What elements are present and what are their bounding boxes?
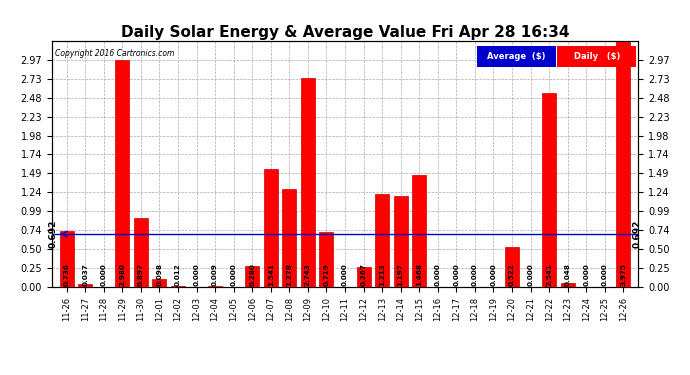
- Text: 2.541: 2.541: [546, 263, 552, 286]
- Bar: [245, 266, 259, 287]
- Text: 0.000: 0.000: [583, 263, 589, 286]
- Title: Daily Solar Energy & Average Value Fri Apr 28 16:34: Daily Solar Energy & Average Value Fri A…: [121, 25, 569, 40]
- Bar: [375, 194, 389, 287]
- Text: 0.000: 0.000: [101, 263, 107, 286]
- Text: 0.009: 0.009: [212, 263, 218, 286]
- Text: 0.000: 0.000: [528, 263, 533, 286]
- Text: 1.213: 1.213: [379, 263, 385, 286]
- Bar: [264, 170, 277, 287]
- Bar: [171, 286, 185, 287]
- Text: 0.522: 0.522: [509, 263, 515, 286]
- Text: Average  ($): Average ($): [487, 52, 546, 61]
- FancyBboxPatch shape: [558, 46, 636, 67]
- Bar: [542, 93, 556, 287]
- Text: 0.000: 0.000: [472, 263, 478, 286]
- Text: Copyright 2016 Cartronics.com: Copyright 2016 Cartronics.com: [55, 49, 174, 58]
- Text: 0.000: 0.000: [193, 263, 199, 286]
- Text: 0.897: 0.897: [138, 263, 144, 286]
- Text: 0.000: 0.000: [453, 263, 460, 286]
- Text: 0.692: 0.692: [633, 220, 642, 248]
- Bar: [505, 247, 519, 287]
- Text: 0.719: 0.719: [324, 263, 329, 286]
- FancyBboxPatch shape: [477, 46, 556, 67]
- Text: 2.980: 2.980: [119, 263, 126, 286]
- Text: Daily   ($): Daily ($): [573, 52, 620, 61]
- Bar: [319, 232, 333, 287]
- Bar: [394, 196, 408, 287]
- Text: 0.267: 0.267: [361, 263, 366, 286]
- Bar: [413, 175, 426, 287]
- Text: 0.000: 0.000: [342, 263, 348, 286]
- Text: 0.736: 0.736: [63, 263, 70, 286]
- Text: 1.197: 1.197: [397, 263, 404, 286]
- Bar: [561, 283, 575, 287]
- Bar: [301, 78, 315, 287]
- Text: 1.541: 1.541: [268, 263, 274, 286]
- Bar: [208, 286, 222, 287]
- Text: 0.280: 0.280: [249, 263, 255, 286]
- Bar: [152, 279, 166, 287]
- Bar: [59, 231, 74, 287]
- Text: 0.692: 0.692: [48, 220, 57, 248]
- Text: 0.000: 0.000: [230, 263, 237, 286]
- Bar: [616, 0, 631, 287]
- Text: 2.743: 2.743: [305, 263, 311, 286]
- Bar: [282, 189, 296, 287]
- Text: 3.975: 3.975: [620, 263, 627, 286]
- Text: 1.468: 1.468: [416, 263, 422, 286]
- Text: 0.000: 0.000: [602, 263, 608, 286]
- Bar: [134, 219, 148, 287]
- Text: 0.037: 0.037: [82, 263, 88, 286]
- Text: 1.278: 1.278: [286, 263, 293, 286]
- Bar: [357, 267, 371, 287]
- Bar: [115, 60, 129, 287]
- Text: 0.000: 0.000: [435, 263, 441, 286]
- Text: 0.098: 0.098: [157, 263, 162, 286]
- Text: 0.012: 0.012: [175, 263, 181, 286]
- Text: 0.000: 0.000: [491, 263, 497, 286]
- Text: 0.048: 0.048: [564, 263, 571, 286]
- Bar: [78, 284, 92, 287]
